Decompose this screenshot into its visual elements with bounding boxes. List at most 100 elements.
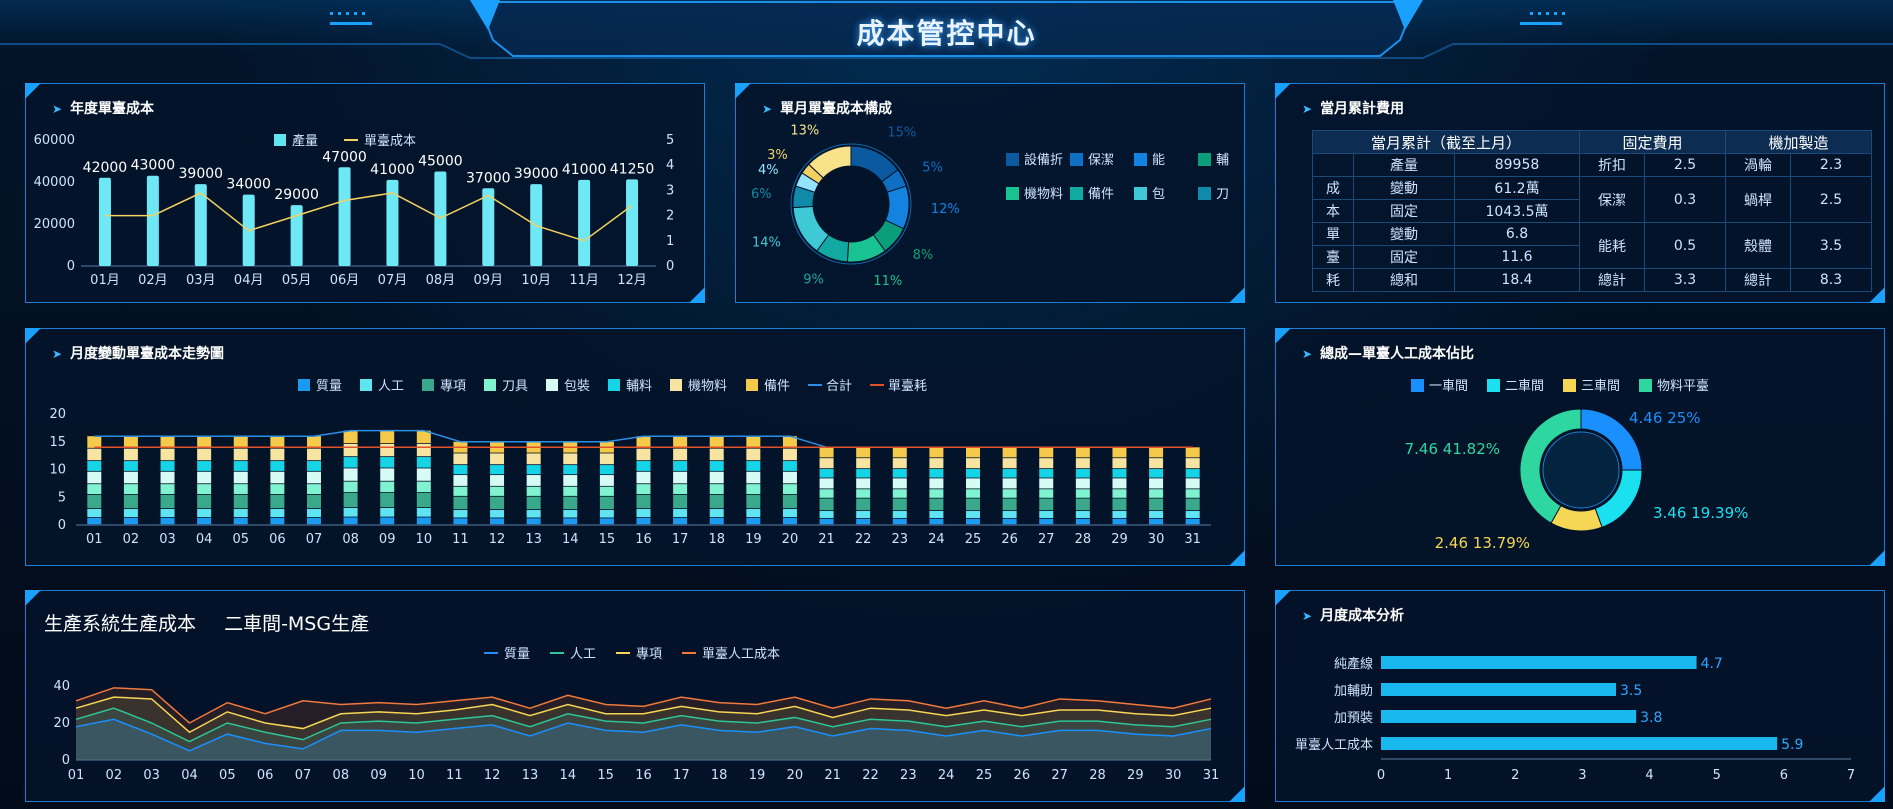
bar-segment [1149,469,1164,478]
bar-segment [306,471,321,484]
panel-title-text: 月度變動單臺成本走勢圖 [70,346,225,362]
bar-segment [563,518,578,525]
legend-swatch [1198,153,1211,166]
panel-title-text: 總成—單臺人工成本佔比 [1320,346,1475,362]
legend-label: 輔料 [626,379,652,394]
bar-segment [1002,518,1017,525]
bar-segment [1002,447,1017,458]
x-tick-label: 04 [196,532,213,547]
monthly-composition-panel: ➤ 單月單臺成本構成 15% 5% 12% 8% 11% 9% 14% 6% 4% 3% 13% 設備折… [735,83,1245,303]
bar-segment [306,509,321,518]
data-label: 39000 [514,166,559,182]
x-tick-label: 17 [673,768,690,783]
data-label: 37000 [466,170,511,186]
x-tick-label: 09月 [474,273,504,288]
accumulated-cost-table: 當月累計（截至上月） 固定費用 機加製造 產量 89958 折扣 2.5 渦輪 … [1312,130,1872,292]
x-tick-label: 31 [1203,768,1220,783]
panel-title: ➤ 月度成本分析 [1302,605,1404,625]
category-label: 加輔助 [1334,684,1373,699]
bar-segment [819,478,834,489]
bar-segment [966,478,981,489]
bar-segment [416,481,431,493]
legend-swatch [484,379,496,391]
legend-swatch [746,379,758,391]
bar-segment [123,494,138,509]
bar-segment [1075,511,1090,518]
x-tick-label: 27 [1038,532,1055,547]
bar-segment [966,489,981,498]
x-tick-label: 23 [900,768,917,783]
bar-segment [1185,511,1200,518]
table-cell: 保潔 [1579,176,1645,223]
y2-tick-label: 2 [666,209,674,224]
x-tick-label: 03 [143,768,160,783]
bar-segment [673,471,688,484]
bar-segment [1185,518,1200,525]
data-label: 3.8 [1640,710,1662,726]
bar-segment [87,484,102,495]
x-tick-label: 20 [782,532,799,547]
x-tick-label: 10 [416,532,433,547]
bar-segment [819,518,834,525]
category-label: 加預裝 [1334,711,1373,726]
bar-segment [123,484,138,495]
production-chart: 質量 人工 專項 單臺人工成本 0 20 40 01 02 03 04 05 06 07 08 09 10 11 1… [53,647,1220,783]
bar-segment [929,511,944,518]
bar-segment [709,509,724,518]
table-cell: 總和 [1353,268,1455,292]
bar-segment [1039,447,1054,458]
bar [578,179,591,266]
bar-segment [490,475,505,486]
x-tick-label: 2 [1511,768,1519,783]
x-tick-label: 3 [1578,768,1586,783]
bar-segment [856,478,871,489]
bar-segment [453,518,468,525]
slice-label: 6% [751,187,772,202]
bar-segment [563,465,578,475]
y-tick-label: 40000 [34,175,75,190]
x-tick-label: 4 [1645,768,1653,783]
table-cell: 18.4 [1454,268,1580,292]
legend-swatch [298,379,310,391]
x-tick-label: 01 [86,532,103,547]
slice-label: 3% [767,148,788,163]
bar-segment [1039,518,1054,525]
legend-label: 單臺成本 [364,134,416,149]
legend-swatch [546,379,558,391]
corner-mark [1229,550,1245,566]
bar-segment [782,471,797,484]
panel-title: ➤ 年度單臺成本 [52,98,154,118]
x-tick-label: 22 [855,532,872,547]
table-cell: 3.5 [1790,222,1872,269]
bar-segment [526,518,541,525]
area-fill [76,719,1211,760]
x-tick-label: 7 [1847,768,1855,783]
bar-segment [416,468,431,481]
table-row: 本 固定 1043.5萬 [1312,199,1872,223]
production-title: 生產系統生產成本 二車間-MSG生產 [44,609,369,636]
x-tick-label: 19 [745,532,762,547]
bar-segment [380,443,395,457]
legend-swatch [1639,379,1652,392]
legend-label: 包 [1152,187,1165,202]
x-tick-label: 0 [1377,768,1385,783]
corner-mark [735,83,751,99]
data-label: 5.9 [1781,737,1803,753]
y2-tick-label: 3 [666,183,674,198]
bar-segment [123,436,138,448]
line-series [75,718,1212,752]
table-cell: 8.3 [1790,268,1872,292]
bar-segment [416,517,431,525]
x-tick-label: 12月 [617,273,647,288]
bar-segment [343,492,358,508]
table-cell: 2.5 [1790,176,1872,223]
x-tick-label: 07月 [378,273,408,288]
bar-segment [709,494,724,509]
area-fill [76,687,1211,760]
table-cell: 臺 [1312,245,1354,269]
bar-segment [197,471,212,484]
bar-segment [233,471,248,484]
bar-segment [599,486,614,496]
table-cell [1312,153,1354,177]
x-tick-label: 24 [928,532,945,547]
